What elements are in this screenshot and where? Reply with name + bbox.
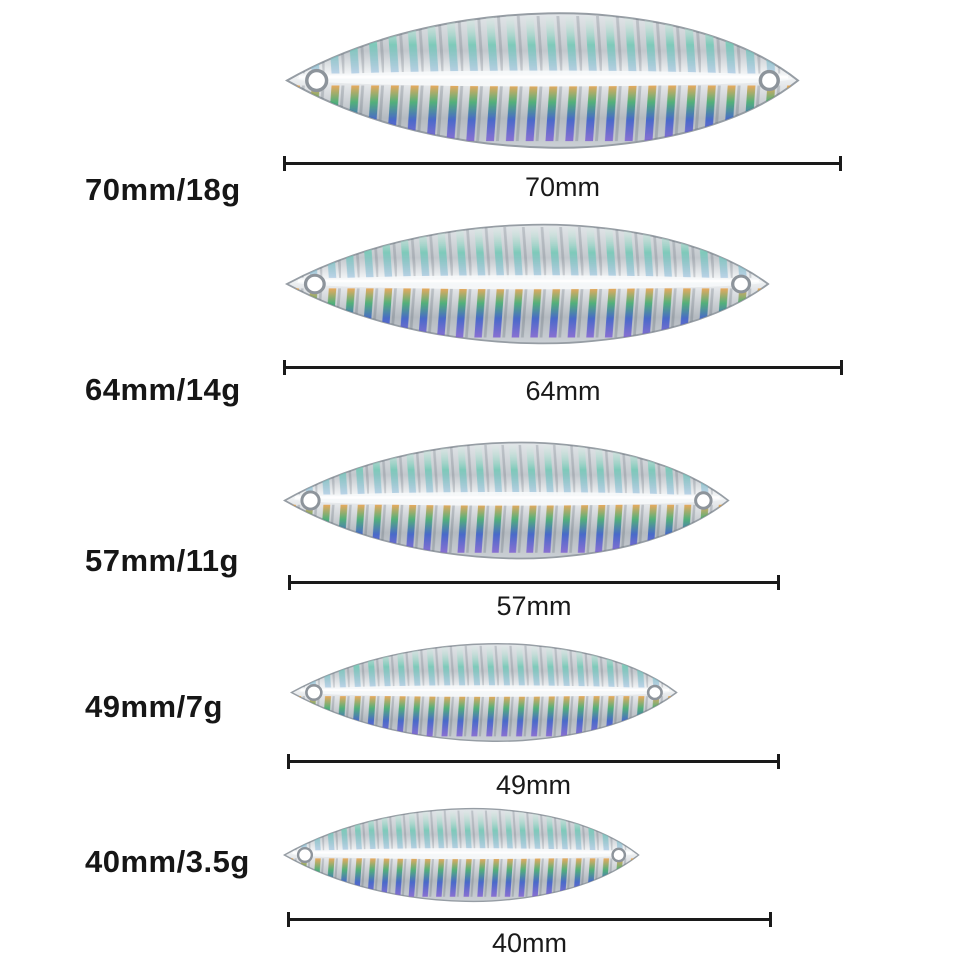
dimension-line [283,366,843,369]
dimension-tick-right [769,912,772,927]
dimension-label: 70mm [524,172,600,202]
dimension-49mm: 49mm [287,754,780,802]
dimension-label: 64mm [525,376,601,406]
dimension-tick-right [840,360,843,375]
spoon-lure-image-64mm [285,220,770,348]
dimension-label: 40mm [491,928,567,958]
dimension-line [287,918,772,921]
dimension-tick-right [777,575,780,590]
dimension-line [283,162,842,165]
dimension-tick-right [777,754,780,769]
dimension-57mm: 57mm [288,575,780,623]
size-label-64mm: 64mm/14g [85,372,241,407]
spoon-lure-image-40mm [283,805,640,905]
dimension-label: 49mm [495,770,571,800]
dimension-label: 57mm [496,591,572,621]
size-label-57mm: 57mm/11g [85,543,239,578]
size-label-49mm: 49mm/7g [85,689,223,724]
size-label-40mm: 40mm/3.5g [85,844,250,879]
dimension-line [288,581,780,584]
spoon-lure-image-70mm [285,8,800,153]
dimension-tick-right [839,156,842,171]
dimension-40mm: 40mm [287,912,772,960]
dimension-64mm: 64mm [283,360,843,408]
dimension-line [287,760,780,763]
spoon-lure-image-57mm [283,438,730,563]
spoon-lure-image-49mm [290,640,678,745]
size-label-70mm: 70mm/18g [85,172,241,207]
dimension-70mm: 70mm [283,156,842,204]
